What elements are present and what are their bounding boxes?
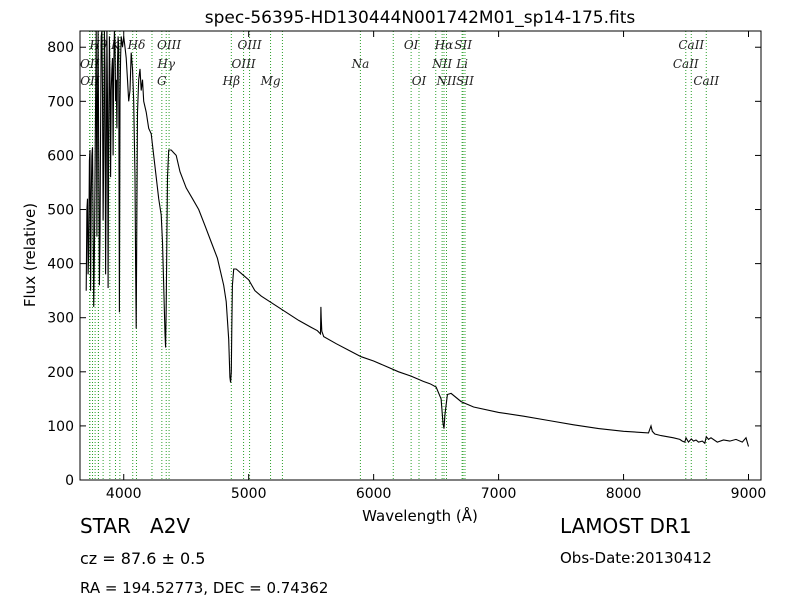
y-tick-label: 0 bbox=[65, 473, 74, 489]
spectral-line-label: G bbox=[157, 74, 167, 88]
spectral-line-label: Na bbox=[351, 57, 370, 71]
spectral-line-label: Hα bbox=[434, 38, 454, 52]
spectral-line-label: Hγ bbox=[156, 57, 175, 71]
coordinates-text: RA = 194.52773, DEC = 0.74362 bbox=[80, 579, 329, 597]
spectral-line-label: OIII bbox=[157, 38, 181, 52]
spectral-line-label: OI bbox=[412, 74, 427, 88]
y-tick-label: 500 bbox=[47, 203, 74, 219]
y-tick-label: 800 bbox=[47, 40, 74, 56]
y-tick-label: 600 bbox=[47, 148, 74, 164]
x-tick-label: 7000 bbox=[481, 486, 517, 502]
spectral-line-label: OIII bbox=[238, 38, 262, 52]
observation-date: Obs-Date:20130412 bbox=[560, 549, 712, 567]
redshift-text: cz = 87.6 ± 0.5 bbox=[80, 549, 206, 568]
y-tick-label: 100 bbox=[47, 419, 74, 435]
y-tick-label: 300 bbox=[47, 311, 74, 327]
spectral-line-label: OII bbox=[80, 74, 100, 88]
spectral-line-markers bbox=[89, 31, 707, 480]
x-tick-label: 4000 bbox=[106, 486, 142, 502]
plot-frame bbox=[79, 30, 762, 481]
spectral-line-label: CaII bbox=[693, 74, 719, 88]
spectral-line-label: NII bbox=[435, 74, 456, 88]
spectral-line-label: OII bbox=[80, 57, 100, 71]
spectral-line-label: Mg bbox=[260, 74, 281, 88]
classification-label: STAR A2V bbox=[80, 514, 191, 538]
spectral-line-label: CaII bbox=[673, 57, 699, 71]
axis-ticks: 4000 5000 6000 7000 8000 9000 0 100 200 300 400 500… bbox=[47, 31, 766, 502]
x-tick-label: 6000 bbox=[356, 486, 392, 502]
spectral-line-label: NII bbox=[431, 57, 452, 71]
x-tick-label: 5000 bbox=[231, 486, 267, 502]
x-axis-label: Wavelength (Å) bbox=[362, 506, 478, 525]
y-tick-label: 400 bbox=[47, 257, 74, 273]
chart-title: spec-56395-HD130444N001742M01_sp14-175.f… bbox=[205, 8, 636, 28]
spectral-line-label: Hδ bbox=[127, 38, 146, 52]
spectral-line-label: CaII bbox=[678, 38, 704, 52]
survey-label: LAMOST DR1 bbox=[560, 514, 692, 538]
x-tick-label: 9000 bbox=[731, 486, 767, 502]
y-axis-label: Flux (relative) bbox=[21, 203, 39, 307]
y-tick-label: 700 bbox=[47, 94, 74, 110]
y-tick-label: 200 bbox=[47, 365, 74, 381]
x-tick-label: 8000 bbox=[606, 486, 642, 502]
spectral-line-label: OI bbox=[404, 38, 419, 52]
spectral-line-label: Hβ bbox=[222, 74, 240, 88]
spectral-line-label: Li bbox=[455, 57, 468, 71]
spectral-line-label: SII bbox=[456, 74, 474, 88]
spectral-line-label: OIII bbox=[232, 57, 256, 71]
spectral-line-label: SII bbox=[454, 38, 472, 52]
spectrum-line bbox=[85, 31, 750, 447]
